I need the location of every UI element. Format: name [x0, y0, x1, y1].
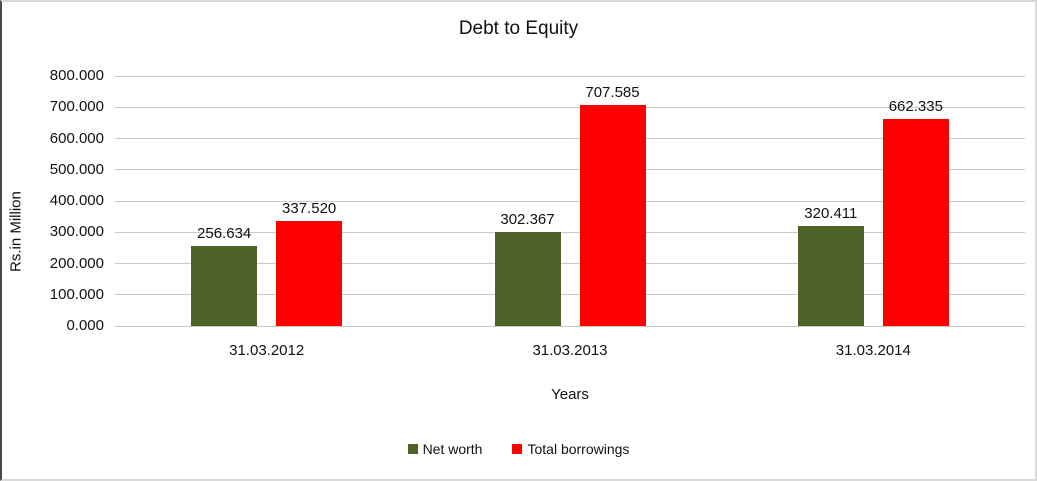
- y-axis-tick-label: 100.000: [49, 285, 104, 303]
- gridline: [115, 200, 1025, 202]
- legend-item-net-worth: Net worth: [407, 441, 483, 457]
- bar-total-borrowings: [579, 104, 646, 326]
- gridline: [115, 169, 1025, 171]
- y-axis-tick-label: 200.000: [49, 254, 104, 272]
- chart-title: Debt to Equity: [458, 18, 579, 39]
- y-axis-tick-label: 500.000: [49, 160, 104, 178]
- y-axis-tick-label: 400.000: [49, 192, 104, 209]
- bar-data-label: 256.634: [197, 224, 252, 242]
- legend-label: Net worth: [422, 441, 483, 457]
- y-axis-tick-label: 700.000: [49, 98, 104, 116]
- x-axis-category-label: 31.03.2012: [229, 342, 305, 359]
- y-axis-tick-label: 800.000: [49, 67, 104, 84]
- y-axis-tick-label: 600.000: [49, 129, 104, 147]
- gridline: [115, 138, 1025, 139]
- gridline: [115, 106, 1025, 108]
- plot-area: 0.000 100.000 200.000 300.000 400.000 500.000…: [50, 67, 1025, 334]
- y-axis-tick-label: 0.000: [66, 317, 104, 334]
- bar-data-label: 662.335: [888, 98, 943, 116]
- legend-label: Total borrowings: [527, 441, 630, 457]
- gridline: [115, 325, 1025, 327]
- legend-swatch: [407, 444, 418, 454]
- bar-net-worth: [797, 225, 864, 326]
- x-axis-category-label: 31.03.2014: [835, 342, 911, 359]
- x-axis-category-label: 31.03.2013: [532, 342, 608, 359]
- bar-total-borrowings: [882, 119, 949, 326]
- x-axis-title: Years: [551, 386, 589, 403]
- bar-data-label: 337.520: [282, 199, 337, 217]
- legend: Net worth Total borrowings: [2, 441, 1035, 457]
- gridline: [115, 231, 1025, 233]
- bar-data-label: 302.367: [500, 210, 555, 228]
- bar-data-label: 320.411: [804, 204, 858, 222]
- bar-total-borrowings: [276, 220, 343, 326]
- legend-item-total-borrowings: Total borrowings: [512, 441, 629, 457]
- bar-net-worth: [494, 231, 561, 326]
- y-axis-tick-label: 300.000: [49, 223, 104, 241]
- bar-data-label: 707.585: [585, 83, 640, 101]
- gridline: [115, 294, 1025, 296]
- gridline: [115, 75, 1025, 77]
- gridline: [115, 263, 1025, 264]
- bar-net-worth: [191, 245, 258, 326]
- legend-swatch: [512, 444, 523, 454]
